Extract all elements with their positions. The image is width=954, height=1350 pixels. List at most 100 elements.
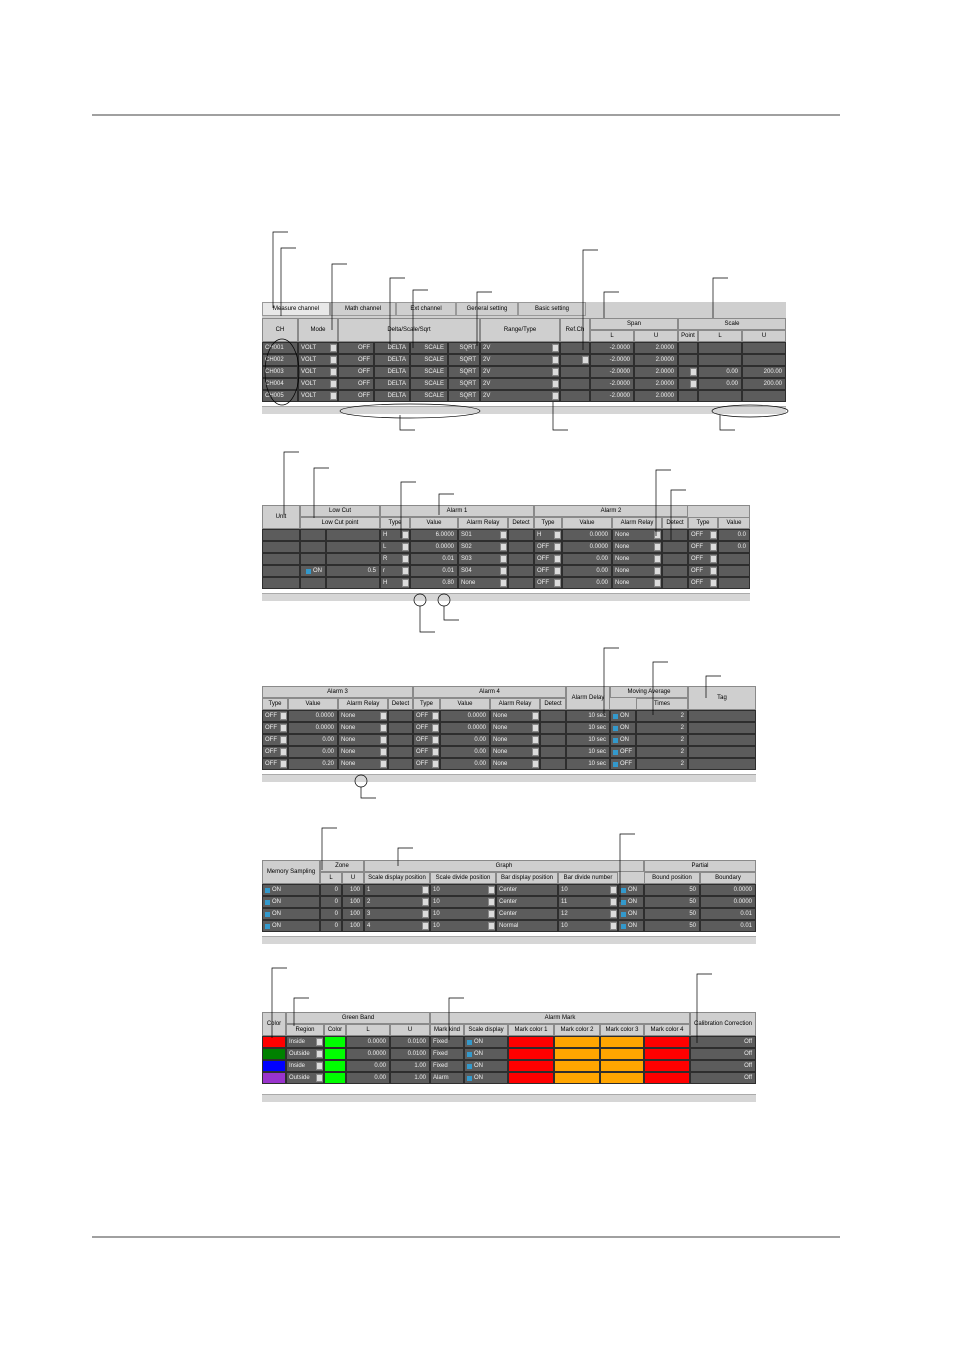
checkbox[interactable] [613,737,618,743]
dropdown-button[interactable] [330,380,337,388]
checkbox[interactable] [467,1051,472,1057]
checkbox[interactable] [621,899,626,905]
dropdown-button[interactable] [552,368,559,376]
dropdown-button[interactable] [330,392,337,400]
dropdown-button[interactable] [554,579,561,587]
tab[interactable]: General setting [456,302,518,316]
checkbox[interactable] [613,761,618,767]
dropdown-button[interactable] [380,712,387,720]
dropdown-button[interactable] [432,724,439,732]
dropdown-button[interactable] [710,567,717,575]
checkbox[interactable] [265,887,270,893]
dropdown-button[interactable] [500,567,507,575]
dropdown-button[interactable] [690,368,697,376]
dropdown-button[interactable] [330,368,337,376]
dropdown-button[interactable] [500,555,507,563]
dropdown-button[interactable] [552,380,559,388]
checkbox[interactable] [621,923,626,929]
dropdown-button[interactable] [330,356,337,364]
dropdown-button[interactable] [488,922,495,930]
dropdown-button[interactable] [402,567,409,575]
dropdown-button[interactable] [488,886,495,894]
dropdown-button[interactable] [610,886,617,894]
checkbox[interactable] [613,749,618,755]
dropdown-button[interactable] [552,356,559,364]
dropdown-button[interactable] [610,922,617,930]
dropdown-button[interactable] [316,1074,323,1082]
checkbox[interactable] [613,713,618,719]
dropdown-button[interactable] [316,1050,323,1058]
dropdown-button[interactable] [432,748,439,756]
dropdown-button[interactable] [554,543,561,551]
dropdown-button[interactable] [552,392,559,400]
dropdown-button[interactable] [654,531,661,539]
dropdown-button[interactable] [380,760,387,768]
checkbox[interactable] [265,923,270,929]
dropdown-button[interactable] [316,1062,323,1070]
dropdown-button[interactable] [402,579,409,587]
checkbox[interactable] [621,911,626,917]
dropdown-button[interactable] [654,543,661,551]
dropdown-button[interactable] [582,356,589,364]
dropdown-button[interactable] [554,531,561,539]
dropdown-button[interactable] [532,748,539,756]
checkbox[interactable] [621,887,626,893]
dropdown-button[interactable] [532,712,539,720]
dropdown-button[interactable] [710,543,717,551]
dropdown-button[interactable] [554,555,561,563]
dropdown-button[interactable] [280,760,287,768]
dropdown-button[interactable] [710,555,717,563]
dropdown-button[interactable] [654,567,661,575]
dropdown-button[interactable] [380,736,387,744]
dropdown-button[interactable] [654,579,661,587]
dropdown-button[interactable] [380,724,387,732]
cell: 0.0 [718,541,750,553]
checkbox[interactable] [306,568,311,574]
tab[interactable]: Basic setting [518,302,586,316]
dropdown-button[interactable] [432,736,439,744]
dropdown-button[interactable] [532,736,539,744]
dropdown-button[interactable] [380,748,387,756]
dropdown-button[interactable] [710,579,717,587]
dropdown-button[interactable] [690,380,697,388]
dropdown-button[interactable] [500,543,507,551]
checkbox[interactable] [613,725,618,731]
dropdown-button[interactable] [500,579,507,587]
dropdown-button[interactable] [432,760,439,768]
cell: OFF [338,390,374,402]
dropdown-button[interactable] [610,910,617,918]
dropdown-button[interactable] [432,712,439,720]
dropdown-button[interactable] [610,898,617,906]
checkbox[interactable] [265,911,270,917]
dropdown-button[interactable] [552,344,559,352]
dropdown-button[interactable] [654,555,661,563]
dropdown-button[interactable] [280,712,287,720]
dropdown-button[interactable] [554,567,561,575]
dropdown-button[interactable] [402,531,409,539]
dropdown-button[interactable] [402,543,409,551]
dropdown-button[interactable] [422,898,429,906]
checkbox[interactable] [467,1063,472,1069]
dropdown-button[interactable] [330,344,337,352]
dropdown-button[interactable] [280,724,287,732]
dropdown-button[interactable] [488,898,495,906]
cell: SQRT [448,378,480,390]
tab[interactable]: Measure channel [262,302,330,316]
dropdown-button[interactable] [710,531,717,539]
dropdown-button[interactable] [500,531,507,539]
tab[interactable]: Math channel [330,302,396,316]
dropdown-button[interactable] [532,760,539,768]
checkbox[interactable] [467,1075,472,1081]
dropdown-button[interactable] [280,736,287,744]
checkbox[interactable] [265,899,270,905]
dropdown-button[interactable] [402,555,409,563]
dropdown-button[interactable] [488,910,495,918]
dropdown-button[interactable] [316,1038,323,1046]
tab[interactable]: Ext channel [396,302,456,316]
dropdown-button[interactable] [422,886,429,894]
dropdown-button[interactable] [280,748,287,756]
checkbox[interactable] [467,1039,472,1045]
dropdown-button[interactable] [422,922,429,930]
dropdown-button[interactable] [422,910,429,918]
dropdown-button[interactable] [532,724,539,732]
